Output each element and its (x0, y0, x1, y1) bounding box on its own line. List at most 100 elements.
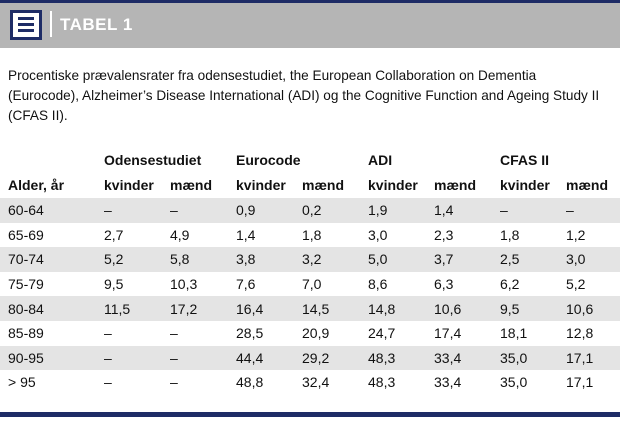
prevalence-cell: 24,7 (368, 320, 434, 346)
prevalence-cell: 5,0 (368, 247, 434, 272)
prevalence-cell: – (566, 198, 620, 223)
prevalence-cell: 17,1 (566, 370, 620, 395)
column-header: mænd (302, 177, 344, 193)
prevalence-cell: 3,2 (302, 247, 368, 272)
prevalence-cell: 17,4 (434, 320, 500, 346)
prevalence-cell: 20,9 (302, 320, 368, 346)
prevalence-cell: 48,3 (368, 370, 434, 395)
age-group-cell: 75-79 (0, 271, 104, 297)
prevalence-cell: 10,6 (434, 296, 500, 321)
prevalence-cell: 29,2 (302, 345, 368, 371)
prevalence-cell: 2,3 (434, 222, 500, 248)
table-row: > 95– –48,8 32,4 48,3 33,4 35,0 17,1 (0, 370, 620, 395)
group-header-cell (0, 148, 104, 172)
prevalence-cell: 1,4 (434, 198, 500, 223)
column-header: Alder, år (8, 177, 65, 193)
prevalence-cell: 17,1 (566, 345, 620, 371)
prevalence-cell: 7,6 (236, 271, 302, 297)
group-header-row: Odensestudiet Eurocode ADI CFAS II (0, 148, 620, 172)
table-row: 65-69 2,7 4,9 1,4 1,8 3,0 2,3 1,8 1,2 (0, 222, 620, 248)
bottom-rule (0, 412, 620, 417)
prevalence-table: Odensestudiet Eurocode ADI CFAS II Alder… (0, 148, 620, 395)
prevalence-cell: 11,5 (104, 296, 170, 321)
prevalence-cell: 10,3 (170, 271, 236, 297)
prevalence-cell: 35,0 (500, 345, 566, 371)
column-header: mænd (170, 177, 212, 193)
table-title: TABEL 1 (60, 15, 133, 34)
prevalence-cell: – (170, 198, 236, 223)
document-icon (10, 10, 42, 40)
prevalence-cell: 8,6 (368, 271, 434, 297)
prevalence-cell: 14,5 (302, 296, 368, 321)
prevalence-cell: 5,2 (566, 271, 620, 297)
prevalence-cell: 17,2 (170, 296, 236, 321)
table-body: 60-64– –0,9 0,2 1,9 1,4– –65-69 2,7 4,9 1,4 1,8 3,… (0, 198, 620, 395)
prevalence-cell: 7,0 (302, 271, 368, 297)
prevalence-cell: 48,8 (236, 370, 302, 395)
prevalence-cell: 44,4 (236, 345, 302, 371)
prevalence-cell: 33,4 (434, 370, 500, 395)
prevalence-cell: 3,0 (566, 247, 620, 272)
column-header: kvinder (368, 177, 418, 193)
prevalence-cell: 35,0 (500, 370, 566, 395)
prevalence-cell: 6,2 (500, 271, 566, 297)
table-row: 60-64– –0,9 0,2 1,9 1,4– – (0, 198, 620, 223)
table-header-bar: TABEL 1 (0, 0, 620, 48)
table-row: 90-95– –44,4 29,2 48,3 33,4 35,0 17,1 (0, 345, 620, 371)
prevalence-cell: – (104, 320, 170, 346)
prevalence-cell: 2,7 (104, 222, 170, 248)
prevalence-cell: 2,5 (500, 247, 566, 272)
table-row: 85-89– –28,5 20,9 24,7 17,4 18,1 12,8 (0, 320, 620, 346)
prevalence-cell: – (170, 320, 236, 346)
prevalence-cell: – (170, 345, 236, 371)
group-header-cell: CFAS II (500, 152, 550, 168)
prevalence-cell: 3,7 (434, 247, 500, 272)
age-group-cell: 85-89 (0, 320, 104, 346)
prevalence-cell: 1,2 (566, 222, 620, 248)
age-group-cell: 70-74 (0, 247, 104, 272)
prevalence-cell: 6,3 (434, 271, 500, 297)
prevalence-cell: 10,6 (566, 296, 620, 321)
age-group-cell: 90-95 (0, 345, 104, 371)
prevalence-cell: 18,1 (500, 320, 566, 346)
prevalence-cell: 33,4 (434, 345, 500, 371)
age-group-cell: 60-64 (0, 198, 104, 223)
prevalence-cell: – (104, 370, 170, 395)
prevalence-cell: – (104, 198, 170, 223)
prevalence-cell: 0,9 (236, 198, 302, 223)
prevalence-cell: 4,9 (170, 222, 236, 248)
age-group-cell: 80-84 (0, 296, 104, 321)
table-row: 80-84 11,5 17,2 16,4 14,5 14,8 10,6 9,5 10,6 (0, 296, 620, 321)
column-header: mænd (566, 177, 608, 193)
column-header: kvinder (500, 177, 550, 193)
age-group-cell: 65-69 (0, 222, 104, 248)
prevalence-cell: – (104, 345, 170, 371)
prevalence-cell: 16,4 (236, 296, 302, 321)
prevalence-cell: 1,9 (368, 198, 434, 223)
prevalence-cell: 1,8 (302, 222, 368, 248)
age-group-cell: > 95 (0, 370, 104, 395)
column-header: mænd (434, 177, 476, 193)
column-header: kvinder (236, 177, 286, 193)
prevalence-cell: 32,4 (302, 370, 368, 395)
group-header-cell: Eurocode (236, 152, 301, 168)
table-row: 70-74 5,2 5,8 3,8 3,2 5,0 3,7 2,5 3,0 (0, 247, 620, 272)
prevalence-cell: – (170, 370, 236, 395)
prevalence-cell: 3,8 (236, 247, 302, 272)
prevalence-cell: 9,5 (104, 271, 170, 297)
table-row: 75-79 9,5 10,3 7,6 7,0 8,6 6,3 6,2 5,2 (0, 271, 620, 297)
prevalence-cell: 28,5 (236, 320, 302, 346)
prevalence-cell: 5,2 (104, 247, 170, 272)
prevalence-cell: 12,8 (566, 320, 620, 346)
column-header-row: Alder, år kvinder mænd kvinder mænd kvin… (0, 172, 620, 198)
group-header-cell: ADI (368, 152, 393, 168)
prevalence-cell: 0,2 (302, 198, 368, 223)
prevalence-cell: – (500, 198, 566, 223)
table-caption: Procentiske prævalensrater fra odensestu… (8, 68, 600, 123)
header-separator (50, 11, 52, 37)
prevalence-cell: 3,0 (368, 222, 434, 248)
column-header: kvinder (104, 177, 154, 193)
prevalence-cell: 1,4 (236, 222, 302, 248)
prevalence-cell: 48,3 (368, 345, 434, 371)
prevalence-cell: 5,8 (170, 247, 236, 272)
